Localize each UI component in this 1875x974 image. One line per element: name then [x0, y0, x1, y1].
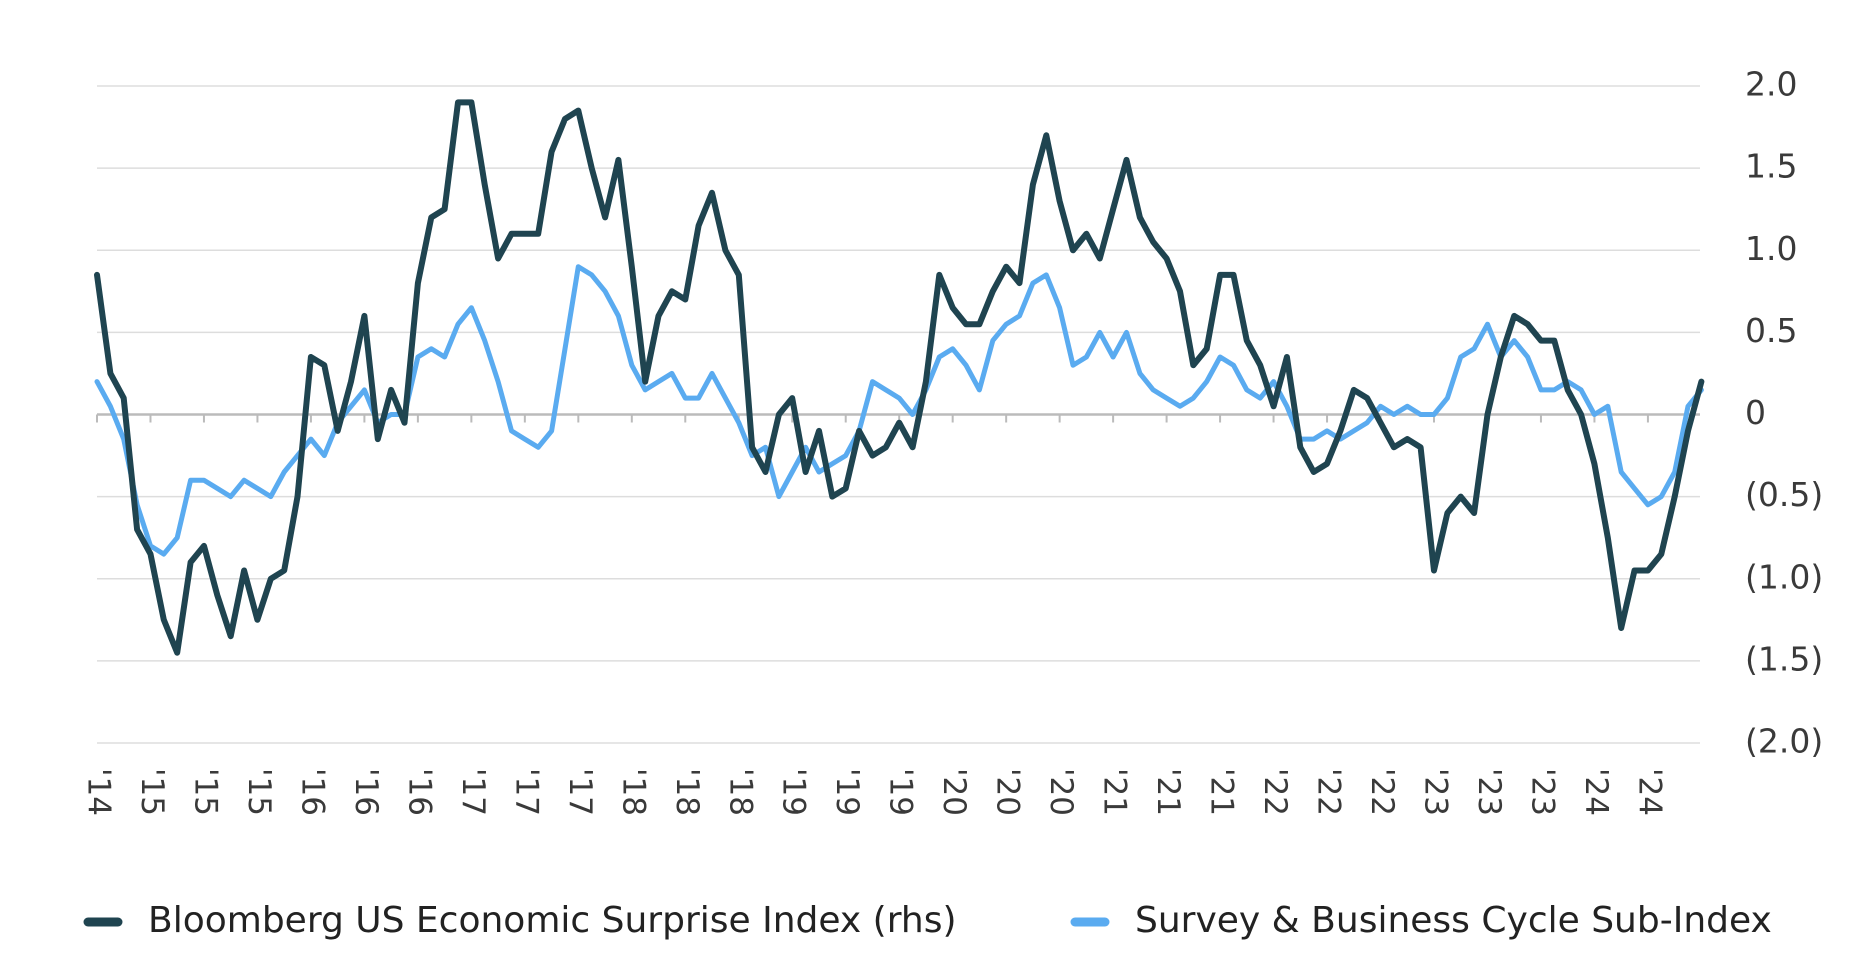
x-tick-label: '24 [1631, 768, 1667, 816]
x-tick-label: '15 [187, 768, 223, 816]
x-tick-label: '21 [1204, 768, 1240, 816]
y-tick-label: (2.0) [1745, 722, 1823, 761]
x-tick-label: '17 [455, 768, 491, 816]
y-tick-label: 0.5 [1745, 311, 1797, 350]
y-tick-label: (1.5) [1745, 639, 1823, 678]
x-tick-label: '15 [241, 768, 277, 816]
legend-label: Bloomberg US Economic Surprise Index (rh… [148, 900, 957, 941]
x-tick-label: '20 [1043, 768, 1079, 816]
x-tick-label: '22 [1364, 768, 1400, 816]
line-series [94, 99, 1705, 656]
x-tick-label: '18 [722, 768, 758, 816]
x-tick-label: '16 [401, 768, 437, 816]
x-tick-label: '23 [1471, 768, 1507, 816]
y-tick-label: 2.0 [1745, 65, 1797, 104]
x-tick-label: '20 [990, 768, 1026, 816]
x-tick-label: '18 [669, 768, 705, 816]
x-tick-label: '14 [81, 768, 117, 816]
x-tick-label: '17 [508, 768, 544, 816]
y-tick-label: 1.5 [1745, 147, 1797, 186]
x-tick-label: '19 [883, 768, 919, 816]
x-tick-label: '24 [1578, 768, 1614, 816]
x-tick-label: '23 [1524, 768, 1560, 816]
y-tick-label: 1.0 [1745, 229, 1797, 268]
x-tick-label: '19 [776, 768, 812, 816]
x-tick-label: '15 [134, 768, 170, 816]
x-tick-label: '16 [294, 768, 330, 816]
y-tick-label: (0.5) [1745, 475, 1823, 514]
x-tick-label: '20 [936, 768, 972, 816]
x-tick-label: '22 [1257, 768, 1293, 816]
y-tick-label: (1.0) [1745, 557, 1823, 596]
x-tick-label: '23 [1418, 768, 1454, 816]
x-tick-label: '16 [348, 768, 384, 816]
x-tick-label: '18 [615, 768, 651, 816]
x-tick-label: '21 [1097, 768, 1133, 816]
x-tick-label: '19 [829, 768, 865, 816]
x-tick-label: '21 [1150, 768, 1186, 816]
x-tick-label: '22 [1311, 768, 1347, 816]
legend-label: Survey & Business Cycle Sub-Index [1135, 900, 1772, 941]
line-series [94, 264, 1704, 557]
x-tick-label: '17 [562, 768, 598, 816]
y-tick-label: 0 [1745, 393, 1766, 432]
